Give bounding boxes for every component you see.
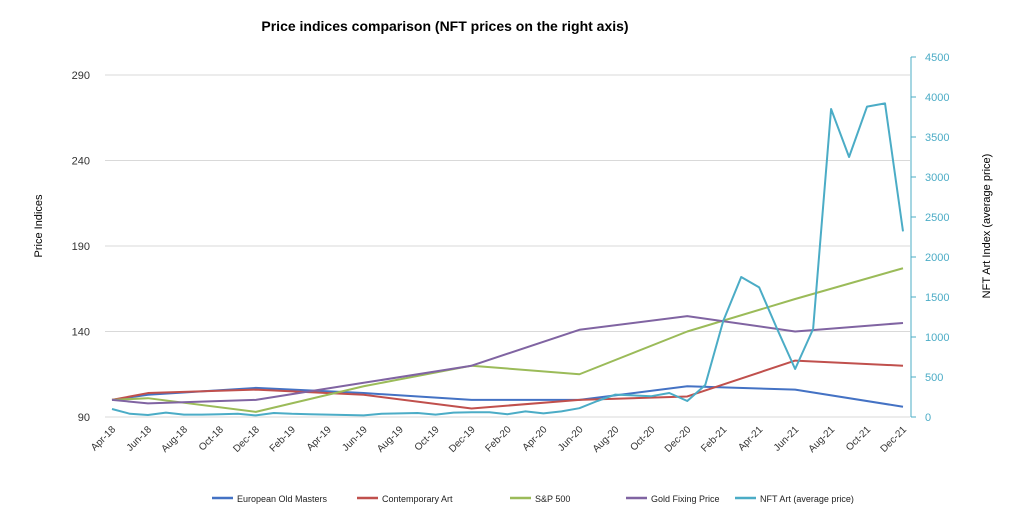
x-tick-label: Feb-19 [268, 424, 298, 454]
series-line-nft-art-average-price [111, 102, 904, 417]
x-tick-label: Feb-21 [699, 424, 729, 454]
y2-tick-label: 4500 [925, 52, 949, 64]
x-tick-label: Feb-20 [483, 424, 513, 454]
x-tick-label: Jun-21 [772, 424, 802, 454]
y2-tick-label: 3500 [925, 132, 949, 144]
x-tick-label: Apr-21 [736, 424, 765, 453]
legend-label-contemporary-art: Contemporary Art [382, 494, 453, 504]
x-tick-label: Oct-18 [197, 424, 226, 453]
y2-tick-label: 2000 [925, 252, 949, 264]
x-tick-label: Dec-19 [447, 424, 478, 455]
y2-tick-label: 3000 [925, 172, 949, 184]
y-tick-label: 190 [72, 241, 90, 253]
y2-tick-label: 0 [925, 412, 931, 424]
y2-tick-label: 2500 [925, 212, 949, 224]
y-axis-title: Price Indices [33, 194, 45, 257]
legend-label-s-p-500: S&P 500 [535, 494, 570, 504]
y-tick-label: 240 [72, 156, 90, 168]
series-line-european-old-masters [111, 385, 904, 408]
y2-tick-label: 1500 [925, 292, 949, 304]
x-tick-label: Apr-19 [305, 424, 334, 453]
x-tick-label: Aug-20 [591, 424, 622, 455]
legend-label-nft-art-average-price: NFT Art (average price) [760, 494, 854, 504]
series-line-contemporary-art [111, 359, 904, 410]
y-tick-label: 140 [72, 327, 90, 339]
x-tick-label: Dec-20 [663, 424, 694, 455]
x-tick-label: Oct-21 [844, 424, 873, 453]
x-tick-label: Aug-18 [159, 424, 190, 455]
chart-title: Price indices comparison (NFT prices on … [261, 18, 628, 34]
y2-tick-label: 4000 [925, 92, 949, 104]
x-tick-label: Apr-20 [521, 424, 550, 453]
y-tick-label: 290 [72, 70, 90, 82]
series-line-gold-fixing-price [111, 315, 904, 405]
x-tick-label: Apr-18 [89, 424, 118, 453]
x-tick-label: Oct-19 [413, 424, 442, 453]
x-tick-label: Dec-21 [879, 424, 910, 455]
x-tick-label: Oct-20 [628, 424, 657, 453]
x-tick-label: Jun-18 [125, 424, 155, 454]
y2-tick-label: 1000 [925, 332, 949, 344]
x-tick-label: Aug-21 [807, 424, 838, 455]
x-tick-label: Jun-19 [340, 424, 370, 454]
x-tick-label: Dec-18 [231, 424, 262, 455]
x-tick-label: Aug-19 [375, 424, 406, 455]
y2-tick-label: 500 [925, 372, 943, 384]
legend-label-european-old-masters: European Old Masters [237, 494, 328, 504]
legend-label-gold-fixing-price: Gold Fixing Price [651, 494, 720, 504]
y-tick-label: 90 [78, 412, 90, 424]
x-tick-label: Jun-20 [556, 424, 586, 454]
y2-axis-title: NFT Art Index (average price) [981, 154, 993, 299]
